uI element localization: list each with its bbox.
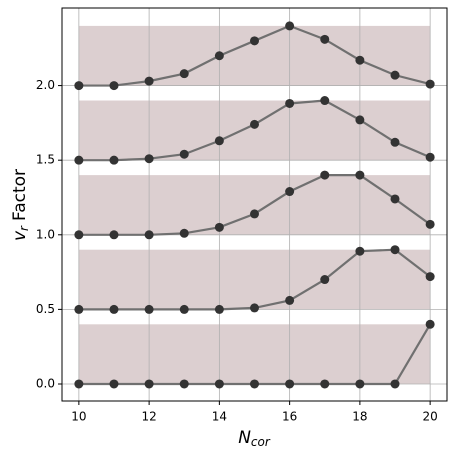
point [320, 170, 330, 180]
point [179, 304, 189, 314]
point [425, 272, 435, 282]
point [74, 379, 84, 389]
point [250, 36, 259, 46]
point [109, 230, 119, 240]
y-tick-label: 1.5 [36, 153, 55, 167]
y-tick-label: 2.0 [36, 78, 55, 92]
point [74, 230, 84, 240]
point [109, 379, 119, 389]
x-label-subscript: cor [251, 435, 271, 449]
point [214, 379, 224, 389]
point [250, 303, 259, 313]
x-tick-label: 14 [212, 410, 227, 424]
point [214, 51, 224, 61]
point [355, 246, 365, 256]
point [355, 379, 365, 389]
point [250, 209, 259, 219]
band [78, 249, 431, 310]
point [214, 136, 224, 146]
band [78, 175, 431, 235]
x-tick-label: 10 [71, 410, 86, 424]
point [144, 230, 154, 240]
point [390, 137, 400, 147]
point [425, 79, 435, 89]
point [179, 69, 189, 79]
point [74, 155, 84, 165]
x-axis-label: Ncor [238, 428, 271, 449]
y-tick-label: 0.5 [36, 302, 55, 316]
point [390, 70, 400, 80]
band [78, 324, 431, 384]
y-tick-label: 0.0 [36, 376, 55, 390]
point [144, 304, 154, 314]
point [179, 228, 189, 238]
point [144, 76, 154, 86]
point [74, 304, 84, 314]
y-label-symbol: v [10, 230, 30, 241]
x-tick-label: 18 [352, 410, 367, 424]
point [285, 295, 295, 305]
x-label-symbol: N [238, 428, 251, 448]
point [109, 81, 119, 91]
point [179, 379, 189, 389]
point [425, 219, 435, 229]
point [250, 379, 259, 389]
y-label-text: Factor [10, 169, 30, 221]
point [74, 81, 84, 91]
plot-frame [61, 7, 448, 402]
point [109, 304, 119, 314]
point [355, 170, 365, 180]
point [390, 245, 400, 255]
point [109, 155, 119, 165]
x-tick-label: 20 [422, 410, 437, 424]
y-axis-label: vr Factor [10, 169, 31, 241]
point [355, 55, 365, 65]
point [285, 98, 295, 108]
point [425, 319, 435, 329]
band [78, 100, 431, 161]
x-tick-label: 12 [141, 410, 156, 424]
point [320, 275, 330, 285]
point [320, 34, 330, 44]
y-label-subscript: r [17, 225, 31, 231]
y-tick-label: 1.0 [36, 227, 55, 241]
point [214, 304, 224, 314]
point [425, 152, 435, 162]
point [214, 222, 224, 232]
point [285, 21, 295, 31]
point [144, 379, 154, 389]
point [285, 379, 295, 389]
point [320, 379, 330, 389]
x-tick-label: 16 [282, 410, 297, 424]
point [250, 119, 259, 129]
point [179, 149, 189, 159]
point [390, 379, 400, 389]
band [78, 25, 431, 86]
point [355, 115, 365, 125]
point [144, 154, 154, 164]
point [320, 96, 330, 106]
point [285, 187, 295, 197]
point [390, 194, 400, 204]
